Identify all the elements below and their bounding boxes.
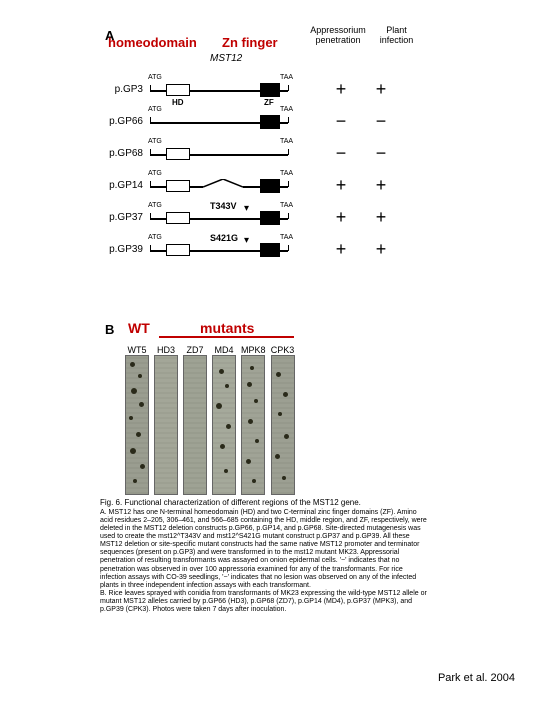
wt-label: WT xyxy=(128,320,150,336)
leaf-image xyxy=(271,355,295,495)
construct-name: p.GP39 xyxy=(100,244,148,255)
figure-caption: Fig. 6. Functional characterization of d… xyxy=(100,498,430,614)
appressorium-result: + xyxy=(321,207,361,228)
leaf-label: ZD7 xyxy=(186,345,203,355)
construct-diagram: ATGTAA xyxy=(148,170,303,200)
construct-row: p.GP39ATGTAAS421G▾ ++ xyxy=(100,233,430,265)
construct-diagram: ATGTAAHDZF xyxy=(148,74,303,104)
construct-row: p.GP37ATGTAAT343V▾ ++ xyxy=(100,201,430,233)
construct-name: p.GP3 xyxy=(100,84,148,95)
citation: Park et al. 2004 xyxy=(438,672,515,684)
leaf-column: ZD7 xyxy=(183,345,207,495)
infection-result: − xyxy=(361,143,401,164)
construct-name: p.GP14 xyxy=(100,180,148,191)
znfinger-label: Zn finger xyxy=(222,35,278,50)
leaf-image xyxy=(183,355,207,495)
leaf-column: CPK3 xyxy=(271,345,295,495)
leaf-image xyxy=(241,355,265,495)
infection-result: + xyxy=(361,175,401,196)
panel-a: homeodomain Zn finger Appressoriumpenetr… xyxy=(100,25,430,265)
infection-result: + xyxy=(361,239,401,260)
leaf-label: WT5 xyxy=(128,345,147,355)
leaf-column: HD3 xyxy=(154,345,178,495)
construct-diagram: ATGTAA xyxy=(148,138,303,168)
leaf-label: MPK8 xyxy=(241,345,266,355)
leaf-column: WT5 xyxy=(125,345,149,495)
leaf-image xyxy=(212,355,236,495)
construct-name: p.GP37 xyxy=(100,212,148,223)
appressorium-result: − xyxy=(321,111,361,132)
leaf-column: MD4 xyxy=(212,345,236,495)
mutant-underline xyxy=(159,336,294,338)
leaf-label: CPK3 xyxy=(271,345,295,355)
col-plant: Plantinfection xyxy=(374,25,419,45)
infection-result: + xyxy=(361,79,401,100)
construct-row: p.GP66ATGTAA−− xyxy=(100,105,430,137)
construct-list: p.GP3ATGTAAHDZF++p.GP66ATGTAA−−p.GP68ATG… xyxy=(100,73,430,265)
appressorium-result: + xyxy=(321,79,361,100)
leaf-image xyxy=(125,355,149,495)
panel-a-header: homeodomain Zn finger Appressoriumpenetr… xyxy=(100,25,430,55)
leaf-label: MD4 xyxy=(214,345,233,355)
construct-row: p.GP3ATGTAAHDZF ++ xyxy=(100,73,430,105)
leaf-column: MPK8 xyxy=(241,345,266,495)
caption-body: A. MST12 has one N-terminal homeodomain … xyxy=(100,509,430,614)
caption-title: Fig. 6. Functional characterization of d… xyxy=(100,498,430,507)
infection-result: − xyxy=(361,111,401,132)
homeodomain-label: homeodomain xyxy=(108,35,197,50)
panel-b-header: WT mutants xyxy=(100,320,430,342)
appressorium-result: − xyxy=(321,143,361,164)
construct-row: p.GP68ATGTAA−− xyxy=(100,137,430,169)
appressorium-result: + xyxy=(321,175,361,196)
leaf-label: HD3 xyxy=(157,345,175,355)
leaf-image xyxy=(154,355,178,495)
panel-b: WT mutants WT5 HD3 ZD7 MD4 MPK8 CPK3 xyxy=(100,320,430,495)
gene-label: MST12 xyxy=(210,53,242,64)
construct-name: p.GP68 xyxy=(100,148,148,159)
infection-result: + xyxy=(361,207,401,228)
construct-diagram: ATGTAAT343V▾ xyxy=(148,202,303,232)
construct-diagram: ATGTAA xyxy=(148,106,303,136)
mutants-label: mutants xyxy=(200,320,254,336)
col-appressorium: Appressoriumpenetration xyxy=(308,25,368,45)
appressorium-result: + xyxy=(321,239,361,260)
construct-name: p.GP66 xyxy=(100,116,148,127)
construct-diagram: ATGTAAS421G▾ xyxy=(148,234,303,264)
leaves-row: WT5 HD3 ZD7 MD4 MPK8 CPK3 xyxy=(125,345,430,495)
construct-row: p.GP14ATGTAA ++ xyxy=(100,169,430,201)
